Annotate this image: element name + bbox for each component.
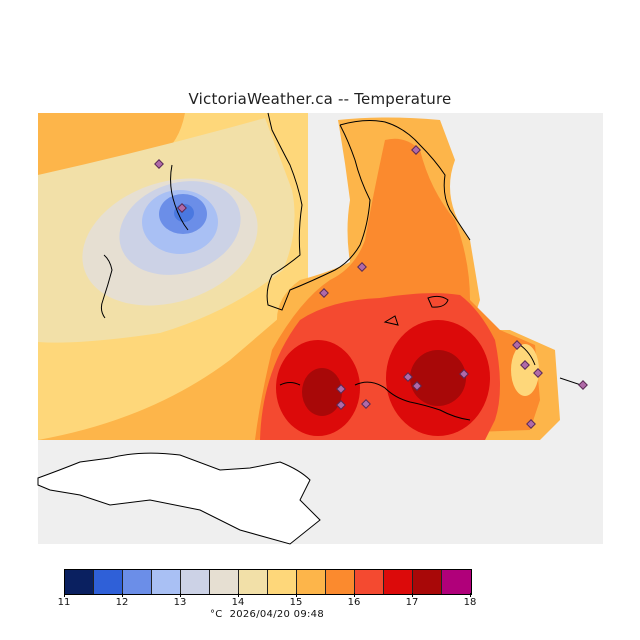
colorbar-tick-mark <box>180 593 181 597</box>
coast-inlet <box>279 381 471 421</box>
map-footer: °C 2026/04/20 09:48 <box>210 609 324 620</box>
map-title: VictoriaWeather.ca -- Temperature <box>188 90 452 108</box>
station-marker <box>177 203 187 213</box>
station-marker <box>412 381 422 391</box>
colorbar-tick-label: 17 <box>405 597 419 608</box>
colorbar-swatch <box>65 570 94 594</box>
colorbar-tick-mark <box>412 593 413 597</box>
station-marker <box>411 145 421 155</box>
colorbar-swatch <box>326 570 355 594</box>
band-15-5-sw <box>38 300 310 440</box>
timestamp: 2026/04/20 09:48 <box>229 609 324 620</box>
station-marker <box>361 399 371 409</box>
station-marker <box>459 369 469 379</box>
colorbar-swatch <box>181 570 210 594</box>
station-marker <box>336 400 346 410</box>
colorbar-swatch <box>442 570 471 594</box>
station-marker <box>520 360 530 370</box>
temperature-field-east <box>255 117 560 440</box>
band-17-east <box>410 350 466 406</box>
lower-land <box>37 452 321 545</box>
station-marker <box>526 419 536 429</box>
band-17-west <box>302 368 342 416</box>
colorbar-tick-label: 16 <box>347 597 361 608</box>
colorbar-tick-label: 18 <box>463 597 477 608</box>
coast-island-west <box>100 164 189 319</box>
colorbar-tick-mark <box>470 593 471 597</box>
colorbar-swatch <box>297 570 326 594</box>
temperature-field-west <box>38 113 310 440</box>
colorbar-swatch <box>384 570 413 594</box>
station-marker <box>578 380 588 390</box>
colorbar-tick-label: 14 <box>231 597 245 608</box>
colorbar-swatch <box>94 570 123 594</box>
colorbar-tick-mark <box>64 593 65 597</box>
coastlines <box>100 112 585 421</box>
station-marker <box>403 372 413 382</box>
colorbar-tick-mark <box>296 593 297 597</box>
colorbar-swatch <box>152 570 181 594</box>
colorbar-tick-label: 12 <box>115 597 129 608</box>
colorbar-tick-mark <box>354 593 355 597</box>
coast-peninsula <box>339 120 471 241</box>
station-marker <box>533 368 543 378</box>
station-marker <box>357 262 367 272</box>
colorbar-swatch <box>355 570 384 594</box>
colorbar-swatch <box>239 570 268 594</box>
coast-islands-east <box>383 295 585 387</box>
station-markers[interactable] <box>154 145 588 429</box>
colorbar-tick-label: 15 <box>289 597 303 608</box>
station-marker <box>512 340 522 350</box>
temperature-colorbar <box>64 569 472 595</box>
colorbar-tick-label: 11 <box>57 597 71 608</box>
colorbar-swatch <box>123 570 152 594</box>
colorbar-tick-mark <box>122 593 123 597</box>
station-marker <box>154 159 164 169</box>
colorbar-swatch <box>210 570 239 594</box>
band-15-5-ne-spot <box>511 344 539 396</box>
station-marker <box>336 384 346 394</box>
colorbar-tick-label: 13 <box>173 597 187 608</box>
unit-label: °C <box>210 609 223 620</box>
colorbar-tick-mark <box>238 593 239 597</box>
coast-mainland <box>266 112 371 311</box>
colorbar-swatch <box>268 570 297 594</box>
station-marker <box>319 288 329 298</box>
colorbar-swatch <box>413 570 442 594</box>
